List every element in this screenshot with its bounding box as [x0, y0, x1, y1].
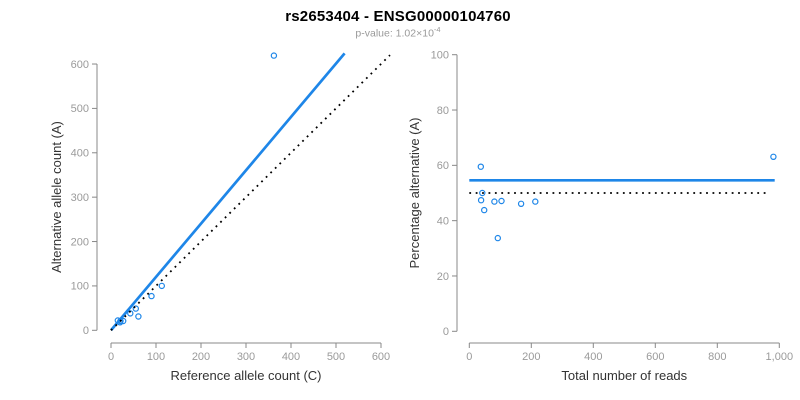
data-point [135, 313, 142, 320]
y-tick-label: 0 [83, 325, 89, 337]
data-point [770, 153, 777, 160]
data-point [477, 196, 485, 204]
y-tick-label: 500 [71, 103, 89, 115]
y-tick-label: 200 [71, 236, 89, 248]
p-value-text: p-value: 1.02×10 [355, 27, 434, 40]
data-point [132, 305, 139, 312]
p-value-subtitle: p-value: 1.02×10-4 [0, 25, 796, 40]
x-tick-label: 0 [466, 351, 472, 363]
y-tick-label: 20 [437, 271, 449, 283]
fitted-line [109, 52, 346, 332]
y-tick-label: 300 [71, 192, 89, 204]
y-tick-label: 60 [437, 160, 449, 172]
y-tick-label: 600 [71, 59, 89, 71]
x-tick-label: 500 [327, 351, 345, 363]
data-point [494, 234, 501, 242]
x-tick-label: 300 [237, 351, 255, 363]
y-tick-label: 400 [71, 148, 89, 160]
data-point [517, 200, 525, 207]
x-tick-label: 1,000 [766, 351, 794, 363]
data-point [532, 198, 539, 205]
x-axis-title: Reference allele count (C) [170, 368, 321, 383]
data-point [481, 206, 488, 214]
y-tick-label: 0 [443, 326, 449, 338]
y-tick-label: 100 [71, 281, 89, 293]
x-tick-label: 600 [372, 351, 390, 363]
data-point [479, 189, 486, 197]
x-tick-label: 100 [147, 351, 165, 363]
x-tick-label: 400 [584, 351, 602, 363]
x-axis-title: Total number of reads [561, 368, 687, 383]
x-tick-label: 0 [108, 351, 114, 363]
data-point [477, 163, 484, 170]
data-point [270, 52, 278, 59]
allele-count-scatter: 0 100 200 300 400 500 600 0 100 200 300 400 500 600 Re… [49, 52, 391, 383]
y-axis-title: Alternative allele count (A) [49, 121, 64, 273]
x-tick-label: 600 [646, 351, 664, 363]
y-tick-label: 100 [431, 50, 449, 62]
y-tick-label: 80 [437, 105, 449, 117]
data-point [148, 292, 155, 300]
page-title: rs2653404 - ENSG00000104760 [285, 8, 511, 25]
y-tick-label: 40 [437, 215, 449, 227]
data-point [498, 197, 505, 205]
data-point [491, 198, 498, 205]
percentage-scatter: 0 20 40 60 80 100 0 200 400 600 800 1,000 Total numb… [407, 50, 793, 384]
x-tick-label: 200 [522, 351, 540, 363]
y-axis-title: Percentage alternative (A) [407, 117, 422, 268]
identity-line [110, 54, 391, 331]
data-point [127, 310, 134, 317]
x-tick-label: 200 [192, 351, 210, 363]
x-tick-label: 400 [282, 351, 300, 363]
data-point [158, 282, 165, 290]
p-value-exponent: -4 [433, 25, 441, 34]
x-tick-label: 800 [708, 351, 726, 363]
